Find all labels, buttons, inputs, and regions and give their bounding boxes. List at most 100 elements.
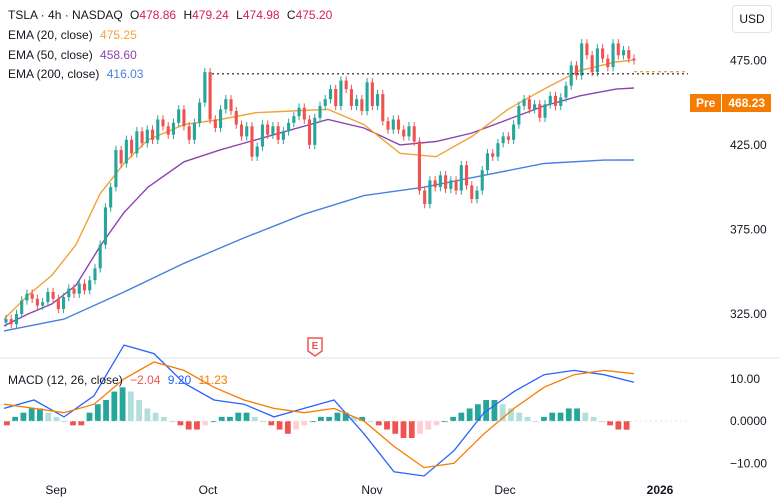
candle-body [124,139,128,164]
symbol-label[interactable]: TSLA · 4h · NASDAQ [8,8,123,22]
macd-histogram-bar [111,391,118,422]
candle-body [559,97,563,106]
macd-histogram-bar [243,412,250,422]
candle-body [281,131,285,140]
candle-body [119,149,123,164]
candle-body [376,94,380,106]
candle-body [355,99,359,106]
close-label: C [286,8,296,22]
earnings-marker[interactable]: E [306,337,324,357]
currency-button[interactable]: USD [732,5,772,33]
candle [585,39,589,60]
candle-body [334,89,338,106]
ema50-value: 458.60 [100,48,137,62]
macd-layer [0,344,688,477]
macd-histogram-bar [441,421,448,423]
candle [297,103,301,121]
candle [192,118,196,145]
candle-body [88,280,92,291]
candle [9,314,13,329]
ema50-legend[interactable]: EMA (50, close) 458.60 [8,45,141,65]
candle-body [553,95,558,106]
candle [182,105,186,131]
candle [266,120,270,139]
candle [428,176,432,209]
ema200-value: 416.03 [106,67,144,81]
candle-body [438,175,442,188]
candle [339,76,343,111]
candle-body [464,165,469,186]
macd-histogram-bar [326,416,333,422]
macd-histogram-bar [78,421,85,426]
macd-histogram-bar [516,412,523,422]
candle [276,122,280,145]
candle [72,284,76,298]
candle-body [150,129,155,140]
candle [569,61,573,90]
candle [250,122,254,161]
price-tick-label: 425.00 [730,138,767,152]
candle [67,284,71,302]
candle [621,45,626,60]
ema200-legend[interactable]: EMA (200, close) 416.03 [8,64,147,84]
candle-body [109,187,113,208]
candle [491,149,495,161]
candle-body [255,146,259,157]
candle [187,122,191,145]
time-tick-label: Sep [45,483,67,497]
candle-body [396,119,401,130]
candle-body [569,65,573,86]
candle [20,296,24,319]
candle [41,297,45,310]
candle [171,118,176,139]
macd-histogram-bar [53,416,60,422]
macd-histogram-bar [218,416,225,422]
candle-body [491,153,495,157]
macd-histogram-bar [475,404,481,422]
candle-body [62,297,66,309]
candle [313,113,317,150]
candle-body [51,292,55,299]
candle [82,279,87,295]
macd-histogram-bar [607,421,613,426]
candle [601,44,605,63]
macd-histogram-bar [582,412,589,422]
macd-histogram-bar [508,408,514,422]
ema20-legend[interactable]: EMA (20, close) 475.25 [8,25,141,45]
candle-body [229,99,233,112]
candle [98,240,102,273]
candle [402,125,406,141]
macd-histogram-bar [392,421,399,434]
macd-histogram-bar [565,408,572,422]
macd-histogram-bar [127,391,134,422]
macd-histogram-bar [161,416,167,422]
macd-histogram-bar [574,408,580,422]
macd-histogram-bar [615,421,622,430]
candle-body [72,288,76,294]
candle [533,100,537,114]
candle [130,135,134,158]
candle [219,105,223,133]
candle [444,171,448,194]
candle-body [459,165,463,191]
macd-histogram-bar [119,387,126,422]
candle-body [171,122,176,135]
macd-histogram-bar [251,416,258,422]
candle [517,101,521,129]
candle-body [391,119,395,130]
candle-body [344,80,348,90]
candle [475,186,479,204]
macd-histogram-bar [450,416,456,422]
candle-body [402,129,406,137]
ema50-label: EMA (50, close) [8,48,93,62]
candle-body [287,122,291,132]
candle [360,94,364,116]
candle [485,149,490,175]
candle [208,67,212,124]
macd-histogram-bar [623,421,630,430]
macd-legend[interactable]: MACD (12, 26, close) −2.04 9.20 11.23 [8,370,232,390]
ema20-line [3,59,635,320]
candle-body [501,136,505,144]
candle-body [130,139,134,154]
